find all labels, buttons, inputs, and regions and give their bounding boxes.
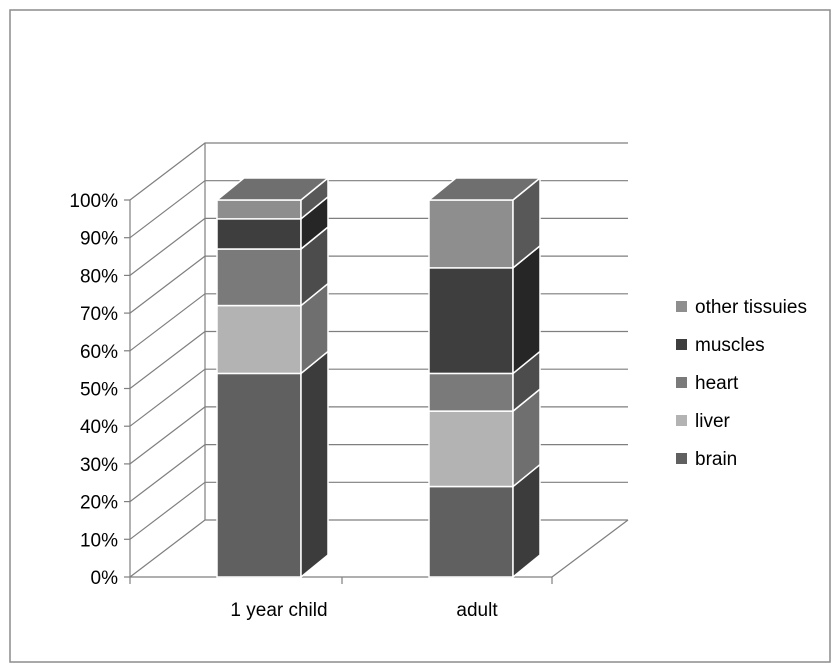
legend-item: liver [676, 411, 731, 432]
y-tick-label: 40% [80, 417, 118, 438]
bar-top [426, 177, 543, 201]
legend-label: heart [695, 373, 739, 394]
legend-swatch [676, 453, 687, 464]
axis-labels: 0% 10% 20% 30% 40% 50% 60% 70% 80% 90% 100% 1 year … [69, 191, 498, 621]
legend-label: brain [695, 449, 737, 470]
y-tick-label: 80% [80, 266, 118, 287]
chart-border [9, 9, 831, 663]
bar-segment [428, 372, 514, 412]
legend-label: liver [695, 411, 731, 432]
y-tick-label: 60% [80, 342, 118, 363]
legend-item: brain [676, 449, 737, 470]
bar-segment [216, 304, 302, 375]
y-tick-label: 50% [80, 380, 118, 401]
y-tick-label: 100% [69, 191, 118, 212]
y-tick-label: 0% [91, 568, 119, 589]
y-tick-label: 30% [80, 455, 118, 476]
legend-swatch [676, 301, 687, 312]
bar-segment [216, 372, 302, 578]
legend-swatch [676, 339, 687, 350]
y-tick-label: 20% [80, 493, 118, 514]
bar-segment [428, 485, 514, 578]
y-tick-label: 90% [80, 229, 118, 250]
bar-segment [428, 199, 514, 269]
legend-swatch [676, 415, 687, 426]
legend-label: muscles [695, 335, 765, 356]
bar-segment [428, 410, 514, 488]
y-tick-label: 10% [80, 530, 118, 551]
bars [214, 176, 543, 579]
legend-label: other tissuies [695, 297, 807, 318]
bar-segment-side [300, 349, 329, 579]
bar-segment [216, 199, 302, 220]
legend-item: muscles [676, 335, 765, 356]
legend-item: heart [676, 373, 739, 394]
bar-segment [216, 248, 302, 307]
legend-swatch [676, 377, 687, 388]
y-tick-label: 70% [80, 304, 118, 325]
bar-stack [214, 176, 331, 579]
legend: other tissuies muscles heart liver brain [676, 297, 807, 470]
legend-item: other tissuies [676, 297, 807, 318]
bar-stack [426, 176, 543, 579]
bar-segment [216, 218, 302, 250]
x-category-label: 1 year child [230, 600, 327, 621]
bar-segment [428, 267, 514, 375]
bar-top [214, 177, 331, 201]
x-category-label: adult [456, 600, 498, 621]
